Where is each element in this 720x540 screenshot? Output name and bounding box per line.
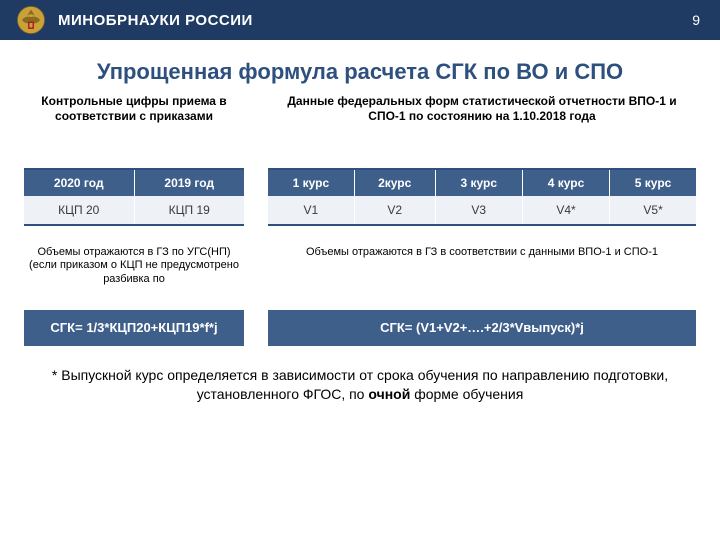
left-note: Объемы отражаются в ГЗ по УГС(НП) (если … (24, 246, 244, 306)
right-td-4: V5* (610, 196, 696, 225)
right-th-0: 1 курс (268, 169, 354, 196)
right-th-3: 4 курс (522, 169, 609, 196)
left-formula: СГК= 1/3*КЦП20+КЦП19*f*j (24, 310, 244, 347)
right-td-2: V3 (435, 196, 522, 225)
right-table: 1 курс 2курс 3 курс 4 курс 5 курс V1 V2 … (268, 168, 696, 226)
right-note: Объемы отражаются в ГЗ в соответствии с … (268, 246, 696, 306)
columns: Контрольные цифры приема в соответствии … (0, 94, 720, 347)
right-th-1: 2курс (354, 169, 435, 196)
left-subhead: Контрольные цифры приема в соответствии … (24, 94, 244, 152)
footnote-bold: очной (368, 386, 410, 402)
ministry-label: МИНОБРНАУКИ РОССИИ (58, 12, 253, 29)
right-th-4: 5 курс (610, 169, 696, 196)
left-th-0: 2020 год (24, 169, 134, 196)
right-formula: СГК= (V1+V2+….+2/3*Vвыпуск)*j (268, 310, 696, 347)
footnote-post: форме обучения (410, 386, 523, 402)
left-th-1: 2019 год (134, 169, 244, 196)
right-td-3: V4* (522, 196, 609, 225)
left-column: Контрольные цифры приема в соответствии … (24, 94, 244, 347)
right-td-1: V2 (354, 196, 435, 225)
emblem-icon (16, 5, 46, 35)
left-td-0: КЦП 20 (24, 196, 134, 225)
page-number: 9 (692, 12, 700, 28)
page-title: Упрощенная формула расчета СГК по ВО и С… (0, 40, 720, 94)
footnote-pre: * Выпускной курс определяется в зависимо… (52, 367, 668, 401)
footnote: * Выпускной курс определяется в зависимо… (0, 346, 720, 402)
right-td-0: V1 (268, 196, 354, 225)
left-table: 2020 год 2019 год КЦП 20 КЦП 19 (24, 168, 244, 226)
right-th-2: 3 курс (435, 169, 522, 196)
right-column: Данные федеральных форм статистической о… (268, 94, 696, 347)
right-subhead: Данные федеральных форм статистической о… (268, 94, 696, 152)
left-td-1: КЦП 19 (134, 196, 244, 225)
header-bar: МИНОБРНАУКИ РОССИИ 9 (0, 0, 720, 40)
